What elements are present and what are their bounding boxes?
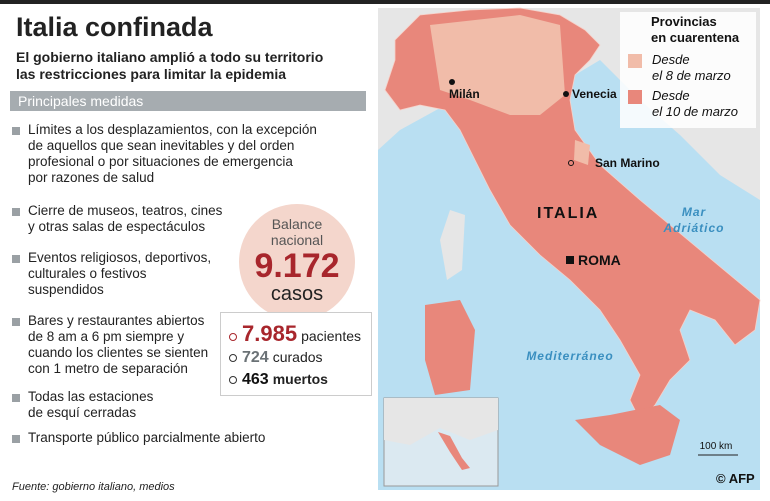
stat-row: 463 muertos	[229, 371, 328, 389]
bullet-text: culturales o festivos	[28, 266, 147, 281]
credit: © AFP	[716, 471, 755, 486]
source: Fuente: gobierno italiano, medios	[12, 481, 175, 493]
stat-row: 7.985 pacientes	[229, 321, 361, 347]
sea-label: Adriático	[662, 221, 724, 235]
legend-title: Provincias	[651, 14, 717, 29]
stat-number: 7.985	[242, 321, 298, 346]
bullet-text: Bares y restaurantes abiertos	[28, 313, 205, 328]
top-bar	[0, 0, 770, 4]
sea-label: Mediterráneo	[526, 349, 613, 363]
stats-box: 7.985 pacientes 724 curados 463 muertos	[220, 312, 372, 396]
bullet-text: Transporte público parcialmente abierto	[28, 430, 266, 445]
map-label: ITALIA	[537, 205, 599, 222]
bullet-text: cuando los clientes se sienten	[28, 345, 209, 360]
bullet-square	[12, 318, 20, 326]
legend-label: Desde	[652, 52, 690, 67]
capital-mark	[566, 256, 574, 264]
scale-label: 100 km	[700, 441, 733, 452]
balance-unit: casos	[270, 283, 324, 305]
bullet-text: de esquí cerradas	[28, 405, 137, 420]
bullet-text: Límites a los desplazamientos, con la ex…	[28, 122, 317, 137]
legend-swatch	[628, 54, 642, 68]
early-zone	[430, 15, 565, 115]
legend-label: el 10 de marzo	[652, 104, 738, 119]
balance-circle: Balance nacional 9.172 casos	[239, 204, 355, 320]
bullet-text: por razones de salud	[28, 170, 155, 185]
bullet-text: profesional o por situaciones de emergen…	[28, 154, 293, 169]
map-label: Milán	[449, 87, 480, 101]
city-dot	[449, 79, 455, 85]
sicily	[575, 405, 680, 465]
bullet-square	[12, 255, 20, 263]
bullet-text: Cierre de museos, teatros, cines	[28, 203, 223, 218]
bullet-text: de aquellos que sean inevitables y del o…	[28, 138, 295, 153]
stat-row: 724 curados	[229, 349, 323, 367]
city-dot	[563, 91, 569, 97]
corsica	[440, 210, 465, 280]
legend-box	[620, 12, 756, 128]
bullet-square	[12, 208, 20, 216]
inset-italy	[438, 432, 470, 470]
stat-number: 724	[242, 349, 269, 366]
stat-number: 463	[242, 371, 269, 388]
section-heading: Principales medidas	[10, 91, 366, 111]
bullet-square	[12, 394, 20, 402]
legend-label: el 8 de marzo	[652, 68, 731, 83]
map-label: Venecia	[572, 87, 617, 101]
balance-total: 9.172	[254, 247, 340, 285]
city-dot	[568, 160, 574, 166]
bullet-text: con 1 metro de separación	[28, 361, 188, 376]
stat-bullet	[229, 375, 237, 384]
sardinia	[425, 300, 475, 395]
bullet-square	[12, 127, 20, 135]
subtitle: El gobierno italiano amplió a todo su te…	[16, 49, 324, 65]
legend-title: en cuarentena	[651, 30, 740, 45]
stat-label: curados	[272, 349, 323, 365]
legend-swatch	[628, 90, 642, 104]
balance-label: nacional	[270, 232, 324, 248]
title: Italia confinada	[16, 12, 213, 42]
italy	[384, 7, 761, 421]
stat-bullet	[229, 332, 237, 341]
map-label: San Marino	[595, 156, 660, 170]
sea-label: Mar	[682, 205, 707, 219]
early-zone	[574, 140, 590, 165]
bullet-text: suspendidos	[28, 282, 104, 297]
stat-bullet	[229, 353, 237, 362]
bullet-square	[12, 435, 20, 443]
stat-label: pacientes	[301, 328, 361, 344]
inset-land	[384, 398, 498, 445]
legend-label: Desde	[652, 88, 690, 103]
subtitle: las restricciones para limitar la epidem…	[16, 66, 287, 82]
balance-label: Balance	[271, 216, 323, 232]
bullet-text: y otras salas de espectáculos	[28, 219, 206, 234]
map-label: ROMA	[578, 252, 621, 268]
bullet-text: Todas las estaciones	[28, 389, 154, 404]
bullet-text: de 8 am a 6 pm siempre y	[28, 329, 185, 344]
bullet-text: Eventos religiosos, deportivos,	[28, 250, 212, 265]
stat-label: muertos	[272, 371, 328, 387]
